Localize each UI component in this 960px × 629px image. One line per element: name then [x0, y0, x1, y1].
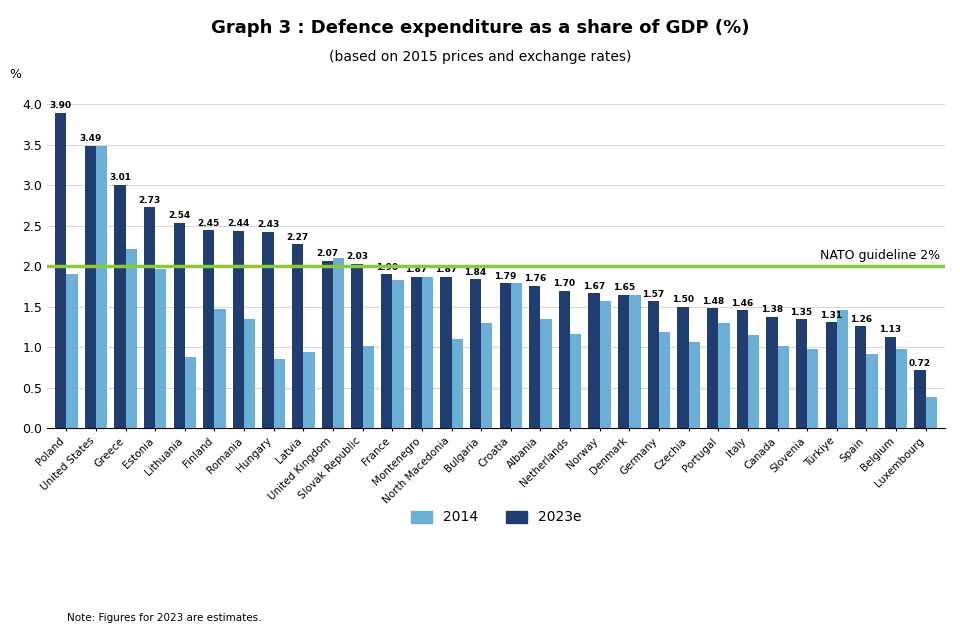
Text: 2.07: 2.07 — [317, 249, 339, 259]
Bar — [559, 291, 570, 428]
Text: 1.90: 1.90 — [375, 263, 397, 272]
Bar — [736, 310, 748, 428]
Bar — [499, 283, 511, 428]
Text: Graph 3 : Defence expenditure as a share of GDP (%): Graph 3 : Defence expenditure as a share… — [211, 19, 749, 37]
Text: 2.43: 2.43 — [257, 220, 279, 229]
Text: 2.73: 2.73 — [138, 196, 160, 205]
Bar — [511, 283, 522, 428]
Bar — [233, 231, 244, 428]
Bar — [570, 333, 582, 428]
Text: 1.70: 1.70 — [553, 279, 576, 288]
Text: 2.54: 2.54 — [168, 211, 190, 220]
Bar — [540, 319, 552, 428]
Text: 3.90: 3.90 — [50, 101, 72, 110]
Text: (based on 2015 prices and exchange rates): (based on 2015 prices and exchange rates… — [329, 50, 631, 64]
Text: 1.38: 1.38 — [761, 305, 783, 314]
Bar — [393, 280, 403, 428]
Bar — [214, 309, 226, 428]
Bar — [748, 335, 759, 428]
Bar — [470, 279, 481, 428]
Bar — [144, 208, 156, 428]
Y-axis label: %: % — [10, 69, 22, 82]
Bar — [381, 274, 393, 428]
Bar — [529, 286, 540, 428]
Bar — [707, 308, 718, 428]
Bar — [55, 113, 66, 428]
Bar — [204, 230, 214, 428]
Bar — [274, 359, 285, 428]
Text: 1.79: 1.79 — [494, 272, 516, 281]
Bar — [807, 349, 819, 428]
Text: NATO guideline 2%: NATO guideline 2% — [821, 249, 941, 262]
Bar — [156, 269, 166, 428]
Text: 2.45: 2.45 — [198, 218, 220, 228]
Bar — [588, 293, 600, 428]
Text: 1.48: 1.48 — [702, 297, 724, 306]
Bar — [66, 274, 78, 428]
Bar — [333, 259, 345, 428]
Bar — [915, 370, 925, 428]
Bar — [867, 353, 877, 428]
Text: 1.87: 1.87 — [405, 265, 427, 274]
Bar — [648, 301, 659, 428]
Text: 3.01: 3.01 — [108, 173, 131, 182]
Text: 1.46: 1.46 — [732, 299, 754, 308]
Bar — [826, 322, 837, 428]
Text: 1.31: 1.31 — [820, 311, 842, 320]
Bar — [659, 332, 670, 428]
Bar — [411, 277, 422, 428]
Bar — [84, 146, 96, 428]
Bar — [630, 294, 640, 428]
Text: 1.26: 1.26 — [850, 314, 872, 324]
Bar — [481, 323, 492, 428]
Bar — [718, 323, 730, 428]
Bar — [441, 277, 451, 428]
Text: 1.57: 1.57 — [642, 290, 664, 299]
Text: 1.84: 1.84 — [465, 268, 487, 277]
Legend: 2014, 2023e: 2014, 2023e — [405, 505, 587, 530]
Bar — [185, 357, 196, 428]
Bar — [600, 301, 611, 428]
Text: 1.65: 1.65 — [612, 283, 635, 292]
Bar — [766, 316, 778, 428]
Text: 2.44: 2.44 — [228, 220, 250, 228]
Bar — [678, 307, 688, 428]
Bar — [114, 184, 126, 428]
Bar — [896, 349, 907, 428]
Bar — [855, 326, 867, 428]
Bar — [262, 231, 274, 428]
Text: 1.50: 1.50 — [672, 296, 694, 304]
Bar — [618, 294, 630, 428]
Bar — [363, 347, 374, 428]
Text: Note: Figures for 2023 are estimates.: Note: Figures for 2023 are estimates. — [67, 613, 262, 623]
Text: 1.35: 1.35 — [790, 308, 812, 316]
Bar — [422, 277, 433, 428]
Bar — [451, 339, 463, 428]
Text: 2.27: 2.27 — [287, 233, 309, 242]
Bar — [174, 223, 185, 428]
Bar — [796, 319, 807, 428]
Bar — [778, 347, 789, 428]
Bar — [303, 352, 315, 428]
Bar — [126, 248, 137, 428]
Text: 0.72: 0.72 — [909, 359, 931, 367]
Bar — [244, 319, 255, 428]
Bar — [925, 398, 937, 428]
Bar — [322, 260, 333, 428]
Text: 1.13: 1.13 — [879, 325, 901, 335]
Text: 2.03: 2.03 — [346, 252, 368, 262]
Text: 1.67: 1.67 — [583, 282, 605, 291]
Bar — [688, 342, 700, 428]
Bar — [292, 245, 303, 428]
Bar — [837, 310, 848, 428]
Bar — [885, 337, 896, 428]
Bar — [351, 264, 363, 428]
Text: 3.49: 3.49 — [79, 135, 102, 143]
Text: 1.87: 1.87 — [435, 265, 457, 274]
Bar — [96, 146, 108, 428]
Text: 1.76: 1.76 — [524, 274, 546, 283]
